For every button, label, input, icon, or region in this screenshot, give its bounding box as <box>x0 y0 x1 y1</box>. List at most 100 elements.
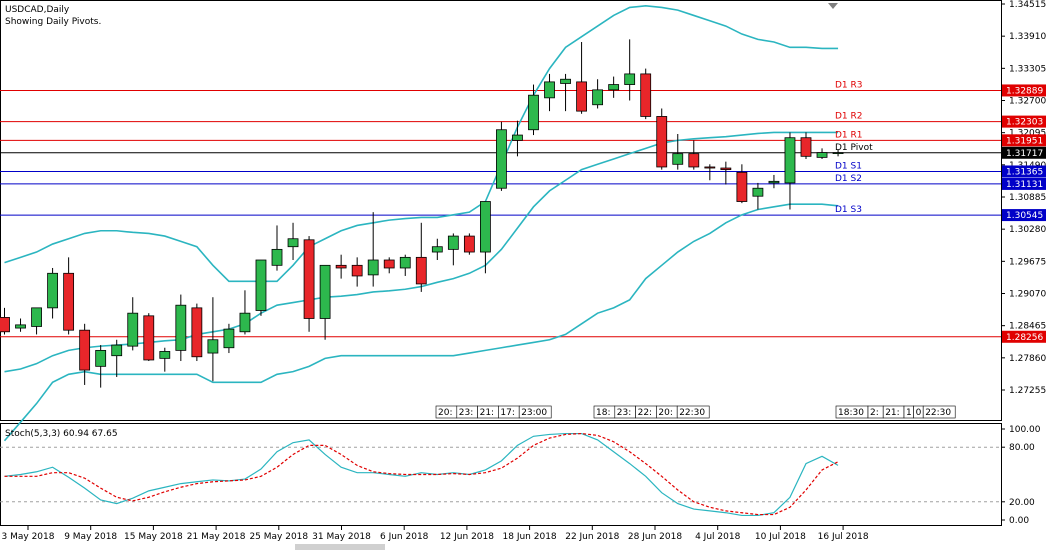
pivot-price-box <box>1002 115 1046 128</box>
date-axis: 3 May 2018 9 May 2018 15 May 2018 21 May 20… <box>2 526 869 550</box>
candle-body <box>832 152 844 155</box>
candle-body <box>608 84 620 91</box>
price-tick-label: 1.33305 <box>1009 64 1046 74</box>
price-tick-label: 1.34515 <box>1009 0 1046 10</box>
time-label: 20: <box>658 408 672 418</box>
price-tick-label: 1.30280 <box>1009 225 1046 235</box>
candle-body <box>784 137 796 184</box>
candle-body <box>383 259 395 269</box>
candle-body <box>367 259 379 276</box>
price-tick-label: 1.27255 <box>1009 386 1046 396</box>
candle-body <box>672 153 684 165</box>
candle-body <box>736 171 748 202</box>
date-tick-label: 21 May 2018 <box>187 532 246 542</box>
candle-body <box>560 78 571 84</box>
candle-body <box>512 134 523 141</box>
candle-body <box>544 81 555 99</box>
candle-body <box>159 351 171 359</box>
price-tick-label: 1.33910 <box>1009 32 1046 42</box>
price-tick-label: 1.29070 <box>1009 290 1046 300</box>
time-label: 1 <box>906 408 912 418</box>
stoch-tick-label: 0.00 <box>1009 516 1029 526</box>
candle-body <box>191 307 203 358</box>
pivot-price-box <box>1002 209 1046 222</box>
symbol-title: USDCAD,Daily <box>5 5 70 15</box>
candle-body <box>463 235 475 253</box>
time-label: 0 <box>916 408 922 418</box>
candle-body <box>47 272 58 309</box>
price-tick-label: 1.32700 <box>1009 97 1046 107</box>
candle-body <box>496 129 507 189</box>
price-tick-label: 1.32095 <box>1009 129 1046 139</box>
candle-body <box>351 264 363 277</box>
candle-body <box>0 317 10 333</box>
time-label: 23: <box>617 408 631 418</box>
date-tick-label: 22 Jun 2018 <box>565 532 619 542</box>
time-label: 22: <box>638 408 652 418</box>
date-tick-label: 25 May 2018 <box>249 532 308 542</box>
pivot-price-box <box>1002 177 1046 190</box>
price-tick-label: 1.28465 <box>1009 322 1046 332</box>
scrollbar-thumb <box>295 544 385 550</box>
stoch-label: Stoch(5,3,3) 60.94 67.65 <box>5 429 118 439</box>
bollinger-lower-line <box>3 203 839 442</box>
candle-body <box>319 264 331 319</box>
price-tick-label: 1.30885 <box>1009 193 1046 203</box>
pivot-price-text: 1.32889 <box>1006 86 1043 96</box>
pivot-price-box <box>1002 84 1046 97</box>
candle-body <box>207 339 219 354</box>
pivot-price-box <box>1002 165 1046 178</box>
time-label-box <box>676 405 710 419</box>
candle-body <box>15 324 26 329</box>
date-tick-label: 15 May 2018 <box>124 532 183 542</box>
stoch-signal-line <box>4 432 839 516</box>
time-label: 22:30 <box>925 408 951 418</box>
candle-body <box>303 239 315 319</box>
stoch-tick-label: 80.00 <box>1009 443 1035 453</box>
candle-body <box>79 329 91 371</box>
time-label-box <box>922 405 956 419</box>
candle-body <box>335 264 347 269</box>
pivot-price-text: 1.30545 <box>1006 211 1043 221</box>
candle-body <box>31 307 42 327</box>
time-label: 20: <box>438 408 452 418</box>
candle-body <box>688 153 700 168</box>
session-time-labels: 20: 23: 21: 17: 23:00 18: 23: 22: 20: 22:30 18:30 2… <box>435 405 956 419</box>
pivot-price-text: 1.31951 <box>1006 136 1043 146</box>
candle-body <box>95 349 107 367</box>
candle-body <box>528 94 539 131</box>
stochastic-axis: 100.00 80.00 20.00 0.00 <box>1001 425 1041 526</box>
pivot-label: D1 S3 <box>835 205 862 215</box>
pivot-price-text: 1.32303 <box>1006 118 1043 128</box>
price-tick-label: 1.27860 <box>1009 354 1046 364</box>
stoch-tick-label: 100.00 <box>1009 425 1041 435</box>
candle-body <box>175 304 187 351</box>
pivot-price-text: 1.28256 <box>1006 333 1043 343</box>
candle-body <box>816 152 828 158</box>
candle-body <box>576 81 587 112</box>
candle-body <box>287 238 299 248</box>
bollinger-upper-line <box>4 5 839 283</box>
price-panel-frame <box>0 0 1002 421</box>
chart-shift-marker-icon[interactable] <box>828 3 838 9</box>
date-tick-label: 28 Jun 2018 <box>628 532 682 542</box>
candle-body <box>431 246 443 253</box>
pivot-price-box <box>1002 330 1046 343</box>
pivot-price-text: 1.31365 <box>1006 167 1043 177</box>
pivot-label: D1 R2 <box>835 112 863 122</box>
date-tick-label: 18 Jun 2018 <box>503 532 557 542</box>
time-label: 21: <box>480 408 494 418</box>
candle-body <box>720 167 732 171</box>
stoch-main-line <box>4 432 839 517</box>
pivot-label: D1 S1 <box>835 161 862 171</box>
candle-body <box>143 315 155 361</box>
candle-body <box>752 187 764 197</box>
candles <box>0 39 844 388</box>
time-label: 2: <box>870 408 879 418</box>
pivot-label: D1 S2 <box>835 174 862 184</box>
candle-body <box>255 259 267 311</box>
stochastic-lines <box>0 432 1001 517</box>
candle-body <box>800 137 812 157</box>
time-label: 18:30 <box>838 408 864 418</box>
